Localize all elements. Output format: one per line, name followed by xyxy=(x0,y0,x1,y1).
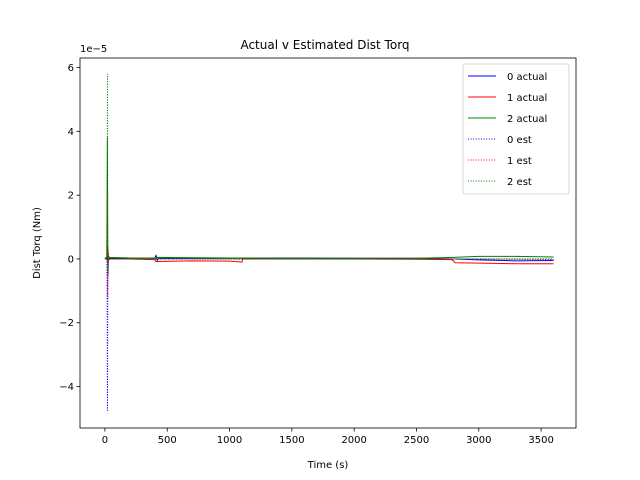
y-tick-label: 2 xyxy=(68,191,74,202)
x-axis-ticks: 0 500 1000 1500 2000 2500 3000 3500 xyxy=(102,428,554,446)
y-tick-label: −2 xyxy=(59,318,74,329)
y-tick-label: 0 xyxy=(68,254,74,265)
chart-title: Actual v Estimated Dist Torq xyxy=(240,38,409,52)
axes-frame xyxy=(79,57,577,429)
legend-label: 2 actual xyxy=(507,114,547,125)
x-tick-label: 2500 xyxy=(404,435,429,446)
legend: 0 actual 1 actual 2 actual 0 est 1 est 2 est xyxy=(462,63,570,195)
y-tick-label: −4 xyxy=(59,382,74,393)
y-offset-label: 1e−5 xyxy=(80,44,107,55)
legend-label: 0 est xyxy=(507,135,532,146)
x-tick-label: 2000 xyxy=(341,435,366,446)
plot-area xyxy=(79,57,577,429)
legend-label: 2 est xyxy=(507,177,532,188)
x-tick-label: 500 xyxy=(158,435,177,446)
legend-frame xyxy=(462,63,570,195)
y-axis-label: Dist Torq (Nm) xyxy=(32,207,43,279)
y-tick-label: 4 xyxy=(68,127,74,138)
x-tick-label: 3500 xyxy=(528,435,553,446)
x-tick-label: 3000 xyxy=(466,435,491,446)
series-line-2-est xyxy=(106,73,554,273)
legend-label: 1 est xyxy=(507,156,532,167)
legend-label: 0 actual xyxy=(507,72,547,83)
x-tick-label: 1500 xyxy=(279,435,304,446)
series-line-1-actual xyxy=(104,257,554,265)
legend-entries: 0 actual 1 actual 2 actual 0 est 1 est 2 est xyxy=(468,72,547,188)
legend-label: 1 actual xyxy=(507,93,547,104)
y-tick-label: 6 xyxy=(68,63,74,74)
y-axis-ticks: −4 −2 0 2 4 6 xyxy=(59,63,80,393)
x-axis-label: Time (s) xyxy=(307,460,349,471)
series-line-2-actual xyxy=(104,137,554,276)
x-tick-label: 1000 xyxy=(217,435,242,446)
x-tick-label: 0 xyxy=(102,435,108,446)
series-layer xyxy=(104,73,554,411)
